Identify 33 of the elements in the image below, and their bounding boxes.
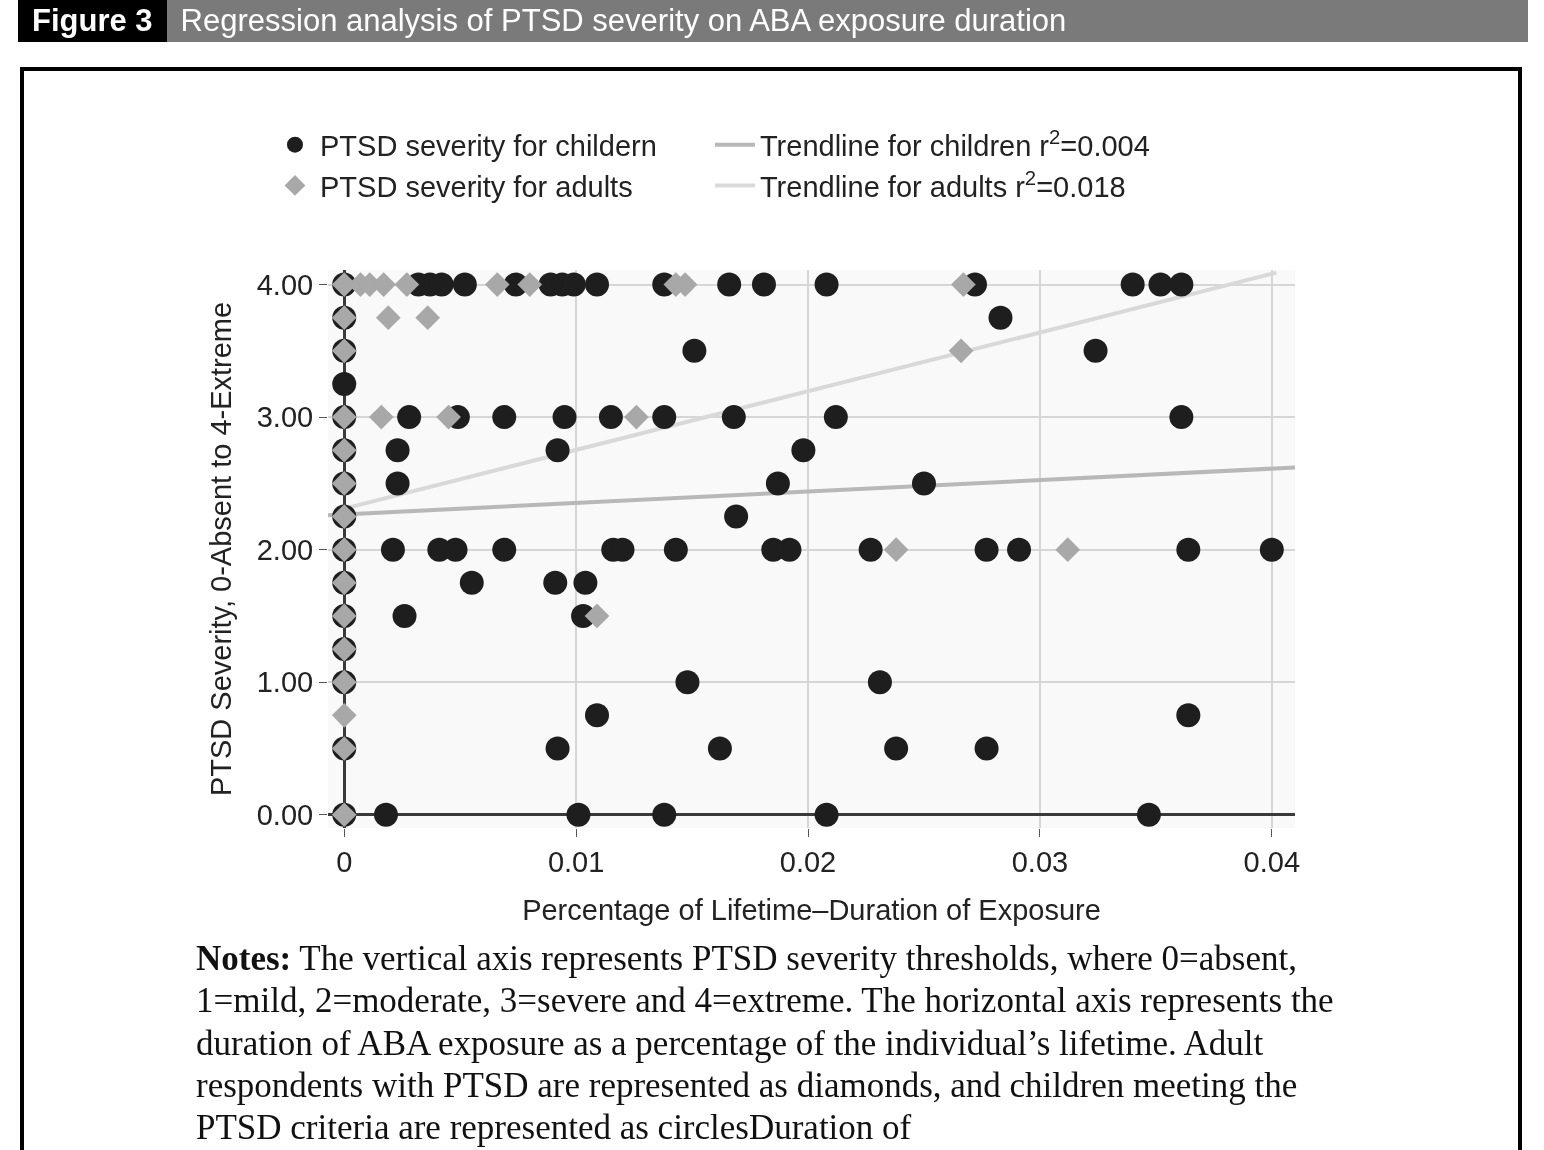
point bbox=[368, 404, 394, 430]
point bbox=[415, 305, 441, 331]
y-tick-label: 3.00 bbox=[256, 401, 314, 434]
point bbox=[624, 404, 649, 430]
legend-label: Trendline for adults r$^{2}$=0.018 bbox=[759, 166, 1126, 203]
point bbox=[436, 404, 461, 430]
legend-label: PTSD severity for adults bbox=[319, 170, 633, 203]
y-tick-label: 4.00 bbox=[256, 268, 314, 301]
point bbox=[584, 603, 610, 629]
y-tick-label: 0.00 bbox=[256, 798, 314, 831]
x-tick-label: 0.01 bbox=[547, 845, 605, 878]
point bbox=[394, 272, 420, 297]
y-tick-label: 1.00 bbox=[256, 666, 314, 699]
point bbox=[1055, 537, 1081, 563]
legend-label: Trendline for children r$^{2}$=0.004 bbox=[759, 125, 1150, 162]
x-tick-label: 0 bbox=[336, 845, 353, 878]
x-axis-title: Percentage of Lifetime–Duration of Exposure bbox=[522, 893, 1101, 926]
x-tick-label: 0.04 bbox=[1243, 845, 1301, 878]
point bbox=[331, 702, 357, 728]
x-tick-label: 0.03 bbox=[1011, 845, 1069, 878]
point bbox=[948, 338, 974, 364]
point bbox=[883, 537, 909, 563]
y-tick-label: 2.00 bbox=[256, 533, 314, 566]
chart-title: Figure 3 bbox=[18, 0, 167, 42]
point bbox=[517, 272, 543, 297]
text: Notes: The vertical axis represents PTSD severity thresholds, where 0=absent, 1=mild, 2=moderate, 3=severe and 4=extreme. The horizontal axis represents the duration of ABA exposure as a percentage of the individual’s lifetime. Adult respondents with PTSD are represented as diamonds, and children meeting the PTSD criteria are represented as circlesDuration of bbox=[196, 939, 1334, 1148]
legend-label: PTSD severity for childern bbox=[319, 130, 657, 162]
chart-subtitle: Regression analysis of PTSD severity on ABA exposure duration bbox=[166, 0, 1528, 42]
point bbox=[375, 305, 401, 331]
point bbox=[484, 272, 510, 297]
y-axis-title: PTSD Severity, 0-Absent to 4-Extreme bbox=[205, 301, 238, 797]
x-tick-label: 0.02 bbox=[779, 845, 837, 878]
point bbox=[951, 272, 976, 297]
